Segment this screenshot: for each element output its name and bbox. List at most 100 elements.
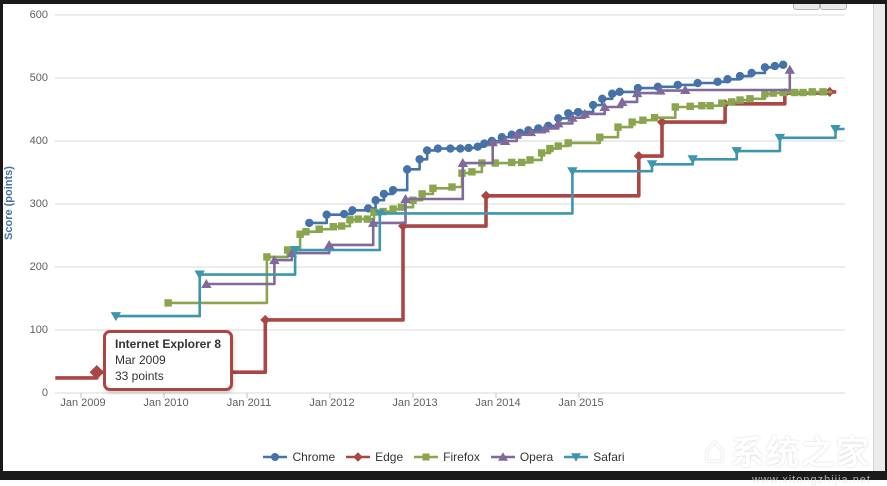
firefox-point[interactable]: [468, 168, 476, 176]
safari-point[interactable]: [289, 245, 301, 255]
firefox-point[interactable]: [546, 144, 554, 153]
chrome-point[interactable]: [464, 143, 473, 153]
opera-point[interactable]: [269, 255, 280, 265]
firefox-point[interactable]: [564, 139, 572, 147]
safari-point[interactable]: [110, 312, 122, 322]
opera-point[interactable]: [499, 136, 511, 145]
safari-legend-symbol[interactable]: [571, 453, 582, 462]
firefox-point[interactable]: [370, 208, 378, 216]
chrome-point[interactable]: [446, 144, 455, 153]
firefox-point[interactable]: [779, 88, 787, 97]
firefox-point[interactable]: [554, 142, 562, 150]
chrome-point[interactable]: [608, 89, 617, 98]
chrome-point[interactable]: [673, 80, 682, 90]
firefox-point[interactable]: [526, 156, 534, 164]
chrome-point[interactable]: [339, 209, 349, 219]
firefox-point[interactable]: [799, 88, 807, 97]
opera-point[interactable]: [680, 84, 691, 94]
opera-point[interactable]: [616, 96, 628, 106]
chrome-point[interactable]: [388, 185, 398, 195]
chrome-point[interactable]: [371, 196, 380, 205]
opera-point[interactable]: [579, 108, 591, 118]
firefox-point[interactable]: [769, 89, 777, 97]
firefox-point[interactable]: [315, 225, 323, 233]
safari-point[interactable]: [830, 125, 841, 135]
firefox-point[interactable]: [418, 190, 426, 198]
opera-point[interactable]: [655, 85, 666, 95]
opera-point[interactable]: [567, 112, 578, 122]
edge-point-hovered[interactable]: [89, 364, 105, 380]
safari-point[interactable]: [567, 167, 578, 177]
opera-point[interactable]: [539, 123, 551, 133]
chrome-point[interactable]: [693, 78, 702, 88]
firefox-point[interactable]: [791, 88, 799, 97]
firefox-point[interactable]: [671, 103, 679, 111]
chrome-point[interactable]: [573, 107, 583, 117]
firefox-point[interactable]: [614, 123, 622, 131]
opera-point[interactable]: [487, 137, 498, 147]
firefox-point[interactable]: [329, 222, 338, 231]
chrome-point[interactable]: [305, 218, 314, 228]
edge-point[interactable]: [657, 117, 667, 128]
safari-point[interactable]: [374, 209, 385, 219]
edge-point[interactable]: [260, 314, 271, 325]
firefox-point[interactable]: [819, 88, 827, 96]
safari-point[interactable]: [646, 160, 658, 170]
opera-point[interactable]: [553, 118, 564, 128]
opera-point[interactable]: [511, 129, 522, 139]
opera-point[interactable]: [323, 239, 335, 249]
firefox-point[interactable]: [397, 203, 406, 211]
firefox-point[interactable]: [337, 222, 346, 230]
firefox-point[interactable]: [808, 88, 816, 96]
chrome-point[interactable]: [534, 124, 543, 133]
chrome-legend-symbol[interactable]: [271, 453, 280, 461]
safari-point[interactable]: [774, 133, 786, 143]
chrome-point[interactable]: [760, 63, 770, 72]
chrome-point[interactable]: [363, 204, 373, 213]
firefox-point[interactable]: [650, 113, 659, 122]
safari-point[interactable]: [731, 147, 742, 157]
firefox-legend-symbol[interactable]: [422, 453, 430, 461]
chrome-point[interactable]: [379, 189, 389, 199]
firefox-point[interactable]: [518, 158, 526, 167]
opera-point[interactable]: [784, 64, 796, 74]
chrome-point[interactable]: [322, 210, 331, 219]
chrome-point[interactable]: [735, 71, 745, 81]
chrome-point[interactable]: [770, 61, 780, 71]
opera-point[interactable]: [457, 158, 468, 168]
legend-item-edge[interactable]: Edge: [345, 450, 403, 464]
firefox-point[interactable]: [363, 215, 372, 223]
firefox-point[interactable]: [346, 216, 354, 224]
legend-item-chrome[interactable]: Chrome: [262, 450, 335, 464]
opera-point[interactable]: [400, 193, 411, 203]
chrome-point[interactable]: [348, 206, 357, 215]
chrome-point[interactable]: [422, 146, 432, 155]
opera-point[interactable]: [631, 88, 643, 98]
print-button[interactable]: [793, 0, 820, 10]
firefox-point[interactable]: [686, 102, 694, 111]
chrome-point[interactable]: [456, 144, 465, 153]
chrome-point[interactable]: [713, 77, 722, 86]
firefox-point[interactable]: [596, 133, 604, 141]
firefox-point[interactable]: [639, 116, 647, 124]
firefox-point[interactable]: [537, 149, 546, 157]
firefox-point[interactable]: [389, 205, 397, 213]
chrome-point[interactable]: [598, 94, 607, 103]
edge-point[interactable]: [633, 151, 644, 162]
chrome-point[interactable]: [723, 75, 732, 84]
firefox-point[interactable]: [491, 159, 499, 167]
chrome-point[interactable]: [778, 60, 788, 69]
firefox-point[interactable]: [508, 158, 516, 167]
firefox-point[interactable]: [263, 253, 271, 261]
firefox-point[interactable]: [302, 228, 310, 236]
chrome-point[interactable]: [588, 100, 598, 110]
chrome-point[interactable]: [473, 142, 482, 151]
opera-point[interactable]: [599, 101, 610, 111]
firefox-point[interactable]: [728, 98, 736, 106]
chrome-point[interactable]: [402, 165, 412, 174]
legend-item-firefox[interactable]: Firefox: [413, 450, 480, 464]
chrome-point[interactable]: [433, 144, 443, 153]
opera-legend-symbol[interactable]: [497, 452, 508, 461]
firefox-point[interactable]: [761, 90, 769, 98]
firefox-point[interactable]: [164, 299, 172, 307]
